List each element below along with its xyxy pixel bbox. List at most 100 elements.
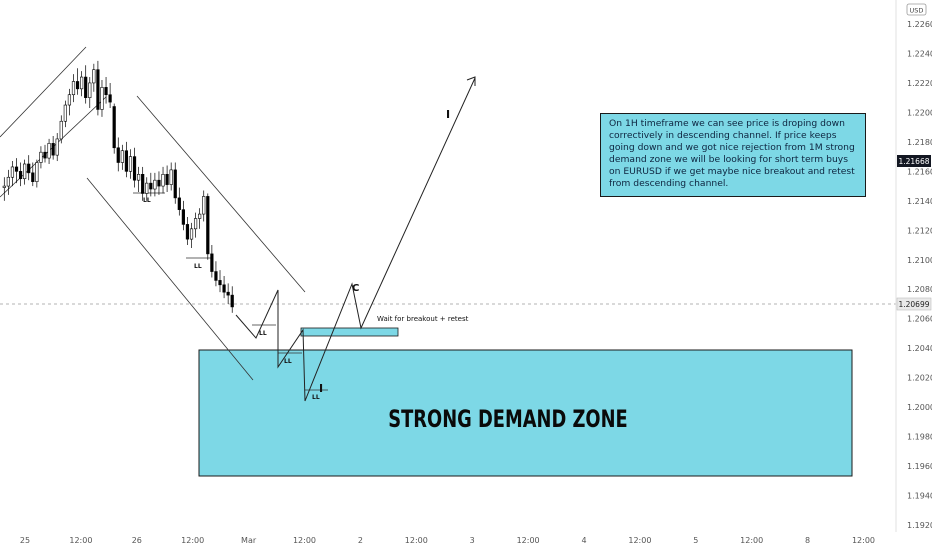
candle-body bbox=[108, 94, 112, 103]
price-tick-label: 1.20200 bbox=[907, 374, 932, 383]
ll-marker-3: LL bbox=[252, 324, 276, 337]
candle bbox=[71, 74, 76, 103]
candle-body bbox=[177, 197, 181, 210]
price-tick-label: 1.20400 bbox=[907, 344, 932, 353]
candle bbox=[92, 63, 96, 92]
candle bbox=[137, 166, 141, 192]
candle bbox=[210, 245, 214, 278]
time-axis[interactable]: 25 12:00 26 12:00 Mar 12:00 2 12:00 3 12:00 4 12:00… bbox=[20, 536, 875, 545]
candle bbox=[185, 217, 190, 246]
candle-body bbox=[124, 150, 128, 172]
candle-body bbox=[14, 166, 19, 172]
candle-body bbox=[161, 174, 165, 187]
candle bbox=[206, 193, 210, 260]
candle bbox=[59, 115, 63, 144]
ll-marker-2: LL bbox=[186, 257, 212, 270]
candle-body bbox=[75, 81, 80, 90]
time-tick-label: 2 bbox=[358, 536, 363, 545]
candle-body bbox=[116, 147, 120, 163]
price-tick-label: 1.22600 bbox=[907, 20, 932, 29]
candle-body bbox=[80, 76, 84, 90]
candle bbox=[35, 159, 39, 188]
candle bbox=[104, 77, 108, 104]
time-tick-label: 12:00 bbox=[740, 536, 763, 545]
time-tick-label: 26 bbox=[132, 536, 142, 545]
candle-body bbox=[67, 94, 72, 106]
candle bbox=[181, 200, 185, 231]
breakout-label: Wait for breakout + retest bbox=[377, 315, 469, 323]
candle-body bbox=[35, 162, 39, 182]
candle-body bbox=[120, 150, 124, 163]
demand-zone-label: STRONG DEMAND ZONE bbox=[388, 405, 627, 433]
currency-badge[interactable]: USD bbox=[906, 3, 927, 16]
svg-text:1.20699: 1.20699 bbox=[898, 300, 929, 309]
candle bbox=[112, 103, 116, 154]
time-tick-label: 12:00 bbox=[181, 536, 204, 545]
candle-body bbox=[189, 228, 194, 240]
candle bbox=[222, 275, 226, 299]
price-tick-label: 1.21200 bbox=[907, 226, 932, 235]
candle-body bbox=[2, 185, 6, 188]
descending-channel-upper bbox=[136, 95, 306, 293]
candle bbox=[161, 166, 165, 194]
candle bbox=[51, 135, 55, 160]
retest-zone-box[interactable] bbox=[300, 327, 399, 337]
candle-body bbox=[149, 182, 153, 190]
candle bbox=[47, 138, 51, 164]
candle bbox=[177, 187, 181, 216]
candle bbox=[202, 190, 206, 222]
price-tick-label: 1.19400 bbox=[907, 492, 932, 501]
price-tick-label: 1.22000 bbox=[907, 108, 932, 117]
time-tick-label: 12:00 bbox=[405, 536, 428, 545]
wave-1-target-label: I bbox=[446, 108, 450, 121]
candle-body bbox=[104, 87, 108, 96]
candle bbox=[128, 149, 133, 179]
candle-body bbox=[218, 280, 222, 286]
candle bbox=[189, 222, 194, 248]
candle bbox=[141, 166, 145, 201]
price-tick-label: 1.19600 bbox=[907, 462, 932, 471]
price-tick-label: 1.22400 bbox=[907, 49, 932, 58]
time-tick-label: 8 bbox=[805, 536, 810, 545]
candle bbox=[75, 68, 80, 95]
candle bbox=[193, 212, 198, 238]
price-tick-label: 1.21800 bbox=[907, 138, 932, 147]
candle-body bbox=[88, 82, 92, 98]
demand-zone-box[interactable] bbox=[198, 349, 853, 477]
price-tick-label: 1.19200 bbox=[907, 521, 932, 530]
candle bbox=[157, 171, 161, 195]
candle bbox=[214, 261, 218, 287]
candle bbox=[88, 77, 92, 108]
time-tick-label: 12:00 bbox=[852, 536, 875, 545]
price-tick-label: 1.21600 bbox=[907, 167, 932, 176]
candle bbox=[39, 146, 43, 169]
price-axis[interactable]: 1.22600 1.22400 1.22200 1.22000 1.21800 1.216… bbox=[907, 20, 932, 530]
candle-body bbox=[100, 87, 104, 110]
time-tick-label: 12:00 bbox=[293, 536, 316, 545]
candle bbox=[2, 177, 6, 201]
candle bbox=[96, 60, 100, 116]
candle bbox=[63, 100, 67, 128]
svg-text:LL: LL bbox=[284, 358, 292, 365]
analysis-note[interactable]: On 1H timeframe we can see price is drop… bbox=[600, 113, 866, 197]
candle-body bbox=[193, 218, 198, 230]
candle-body bbox=[128, 156, 133, 172]
price-tick-label: 1.20600 bbox=[907, 315, 932, 324]
candle bbox=[31, 162, 35, 187]
ascending-channel-upper bbox=[0, 46, 87, 138]
candle bbox=[18, 162, 23, 187]
candle-body bbox=[173, 169, 177, 199]
time-tick-label: 3 bbox=[470, 536, 475, 545]
candle-body bbox=[39, 151, 43, 163]
candle bbox=[100, 79, 104, 117]
candle-body bbox=[153, 179, 157, 190]
candle bbox=[153, 172, 157, 197]
candle-body bbox=[92, 69, 96, 84]
candle-body bbox=[51, 143, 55, 156]
price-tick-label: 1.21400 bbox=[907, 197, 932, 206]
candle-body bbox=[55, 138, 59, 156]
candle bbox=[84, 65, 88, 104]
candle-body bbox=[165, 174, 169, 185]
